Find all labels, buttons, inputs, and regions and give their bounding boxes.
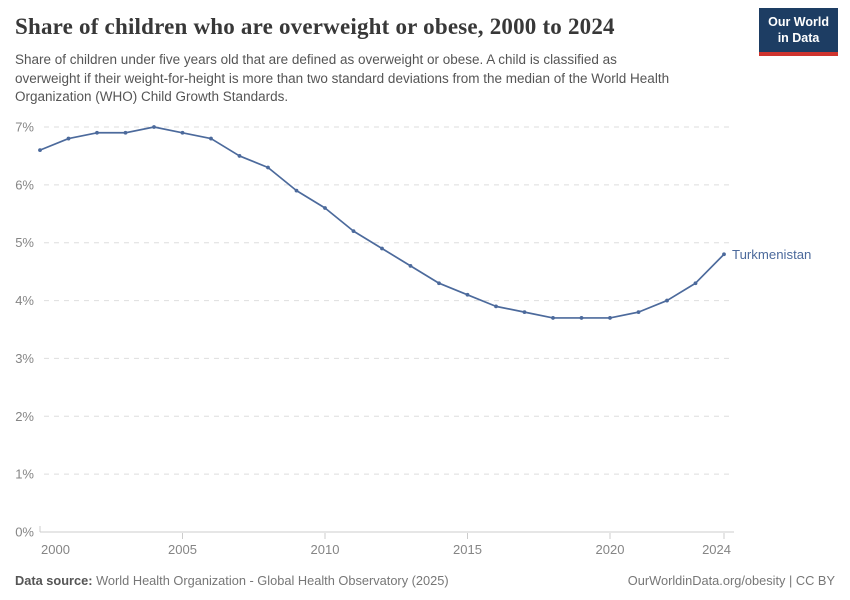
chart-title: Share of children who are overweight or … [15, 14, 615, 39]
data-point [722, 252, 726, 257]
data-point [66, 136, 71, 141]
data-point [437, 281, 441, 286]
line-chart: 0% 1% 2% 3% 4% 5% 6% 7% 2000 2005 2010 2015 2020 2024… [15, 120, 811, 558]
owid-logo-line1: Our World [768, 15, 829, 29]
x-tick-label: 2005 [168, 542, 197, 557]
chart-footer: Data source: World Health Organization -… [15, 573, 835, 588]
subtitle-line: Share of children under five years old t… [15, 52, 617, 67]
data-point [494, 304, 498, 309]
data-point [266, 165, 270, 170]
data-point [180, 130, 185, 135]
data-point [636, 310, 641, 315]
data-point [323, 206, 327, 210]
data-point [693, 281, 698, 286]
data-point [351, 229, 356, 234]
data-point [380, 246, 384, 251]
x-tick-label: 2020 [596, 542, 625, 557]
x-tick-label: 2015 [453, 542, 482, 557]
data-point [579, 316, 584, 320]
y-tick-label: 1% [15, 467, 34, 482]
data-source-text: World Health Organization - Global Healt… [92, 573, 449, 588]
y-tick-label: 6% [15, 177, 34, 192]
chart-subtitle: Share of children under five years old t… [15, 51, 810, 107]
data-point [38, 148, 42, 153]
chart-header: Share of children who are overweight or … [15, 14, 755, 40]
data-point [665, 298, 669, 303]
owid-logo: Our World in Data [759, 8, 838, 56]
owid-url-license: OurWorldinData.org/obesity | CC BY [627, 573, 835, 588]
data-point [551, 316, 555, 320]
data-point [152, 125, 156, 129]
series-line [39, 126, 725, 319]
subtitle-line: Organization (WHO) Child Growth Standard… [15, 89, 289, 105]
data-source-label: Data source: [15, 573, 93, 588]
y-tick-label: 7% [15, 120, 34, 135]
x-tick-label: 2024 [702, 542, 731, 557]
data-point [465, 292, 470, 297]
y-tick-label: 3% [15, 351, 34, 366]
owid-logo-line2: in Data [777, 31, 820, 46]
y-tick-label: 5% [15, 235, 34, 250]
data-point [237, 154, 242, 158]
x-tick-label: 2000 [41, 542, 70, 557]
data-point [522, 310, 527, 315]
data-point [123, 130, 128, 135]
y-tick-label: 2% [15, 409, 34, 424]
subtitle-line: overweight if their weight-for-height is… [15, 70, 670, 86]
data-point [95, 130, 99, 135]
data-point [294, 188, 299, 193]
data-point [408, 263, 413, 268]
series-entity-label: Turkmenistan [732, 247, 811, 262]
data-point [209, 136, 213, 141]
y-tick-label: 4% [15, 293, 34, 308]
x-tick-label: 2010 [311, 542, 340, 557]
y-tick-label: 0% [15, 525, 34, 540]
data-source-note: Data source: World Health Organization -… [15, 573, 449, 588]
data-point [608, 316, 612, 320]
